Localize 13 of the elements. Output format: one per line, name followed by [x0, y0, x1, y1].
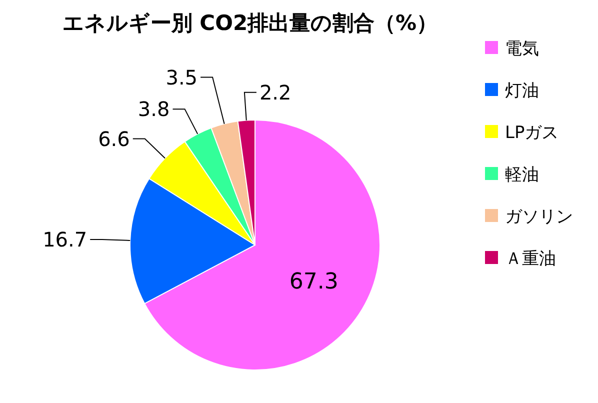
data-label: 2.2 [259, 80, 292, 104]
data-label: 67.3 [289, 269, 338, 294]
data-label: 16.7 [42, 227, 88, 252]
legend-label: 軽油 [505, 165, 539, 185]
chart-title: エネルギー別 CO2排出量の割合（%） [62, 11, 438, 35]
legend-label: 灯油 [505, 81, 539, 101]
legend-label: ガソリン [505, 207, 573, 227]
data-label: 3.5 [166, 65, 198, 90]
legend-label: 電気 [505, 39, 539, 59]
legend-label: LPガス [505, 123, 559, 143]
data-label: 6.6 [98, 126, 130, 151]
data-label: 3.8 [138, 97, 170, 122]
legend-label: Ａ重油 [505, 249, 556, 269]
